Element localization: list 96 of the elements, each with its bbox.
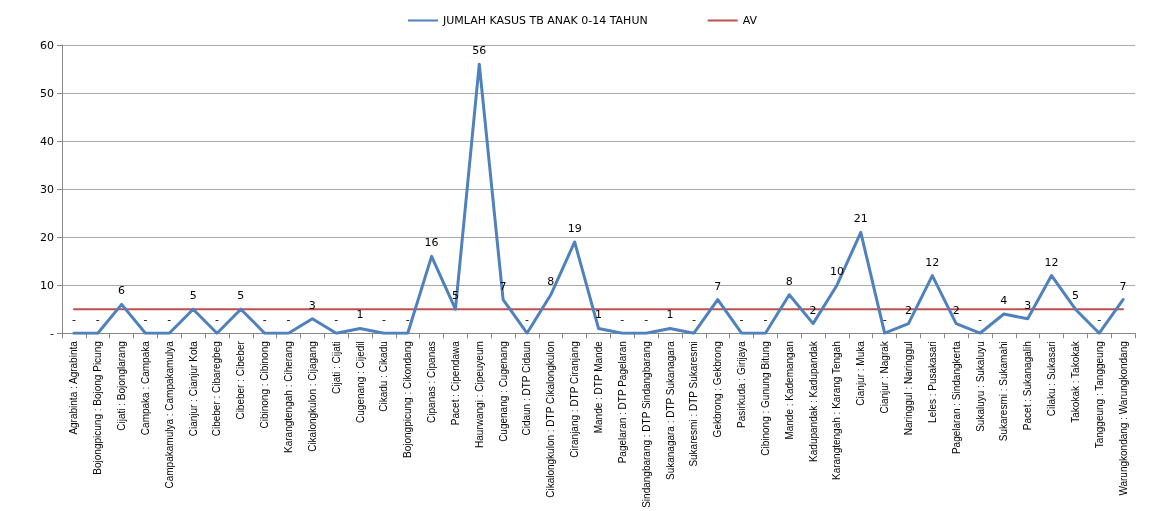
x-tick-label: Cibinong : Gunung Bitung xyxy=(759,341,771,456)
data-label: 8 xyxy=(785,274,793,288)
data-label: - xyxy=(215,313,219,327)
data-label: 12 xyxy=(925,255,940,269)
x-tick-label: Cijati : Cijati xyxy=(330,341,342,395)
x-tick-label: Warungkondang : Warungkondang xyxy=(1117,341,1129,496)
line-series xyxy=(72,62,1125,335)
data-label: 5 xyxy=(451,289,459,303)
legend-label: AV xyxy=(742,14,758,27)
data-label: - xyxy=(262,313,267,327)
data-label: 56 xyxy=(472,44,487,58)
data-label: - xyxy=(1097,313,1102,327)
data-label: - xyxy=(524,313,529,327)
x-tick-label: Agrabinta : Agrabinta xyxy=(68,340,80,435)
x-tick-label: Mande : DTP Mande xyxy=(593,340,604,434)
data-label: 19 xyxy=(567,221,582,235)
data-label: - xyxy=(763,313,768,327)
data-label: - xyxy=(334,313,339,327)
x-tick-label: Naringgul : Naringgul xyxy=(902,341,914,436)
x-tick-label: Haurwangi : Cipeuyeum xyxy=(473,341,485,448)
data-label: - xyxy=(95,313,100,327)
y-tick-label: 10 xyxy=(40,278,54,292)
data-label: - xyxy=(620,313,625,327)
x-tick-label: Sindangbarang : DTP Sindangbarang xyxy=(640,341,652,508)
data-label: 21 xyxy=(853,212,868,226)
x-tick-label: Cianjur : Cianjur Kota xyxy=(187,340,199,437)
data-label: - xyxy=(405,313,410,327)
x-tick-label: Cibeber : Cibaregbeg xyxy=(211,341,223,437)
x-tick-label: Cikalongkulon : Cijagang xyxy=(306,341,318,452)
x-tick-label: Cijati : Bojonglarang xyxy=(116,341,128,431)
x-tick-label: Karangtengah : Karang Tengah xyxy=(831,341,843,481)
x-tick-label: Bojongpicung : Cikondang xyxy=(402,341,414,458)
x-tick-label: Cianjur : Muka xyxy=(855,340,867,406)
x-tick-label: Tanggeung : Tanggeung xyxy=(1093,341,1105,449)
x-tick-label: Kadupandak : Kadupandak xyxy=(807,340,819,462)
x-tick-label: Gekbrong : Gekbrong xyxy=(712,341,724,438)
x-tick-label: Cianjur : Nagrak xyxy=(879,340,891,414)
data-label: - xyxy=(978,313,983,327)
y-tick-label: 50 xyxy=(40,86,54,100)
data-label: 16 xyxy=(424,236,439,250)
x-tick-label: Cikadu : Cikadu xyxy=(378,341,390,412)
x-tick-label: Cidaun : DTP Cidaun xyxy=(521,341,533,436)
x-tick-label: Sukaresmi : DTP Sukaresmi xyxy=(688,341,700,467)
x-tick-label: Cilaku : Sukasari xyxy=(1046,341,1058,417)
y-tick-label: 60 xyxy=(40,38,54,52)
legend-label: JUMLAH KASUS TB ANAK 0-14 TAHUN xyxy=(441,14,648,27)
x-tick-label: Bojongpicung : Bojong Picung xyxy=(92,341,104,475)
data-label: 7 xyxy=(1119,279,1127,293)
x-tick-label: Sukaresmi : Sukamahi xyxy=(998,341,1010,442)
x-tick-label: Campakamulya : Campakamulya xyxy=(163,340,175,489)
x-tick-label: Mande : Kademangan xyxy=(783,341,795,440)
y-tick-label: - xyxy=(50,326,55,340)
x-tick-label: Leles : Pusakasari xyxy=(926,341,938,423)
data-label: - xyxy=(286,313,291,327)
x-tick-label: Sukaluyu : Sukaluyu xyxy=(974,341,986,432)
x-tick-label: Pasirkuda : Girijaya xyxy=(736,340,748,428)
y-tick-label: 40 xyxy=(40,134,54,148)
x-tick-label: Cikalongkulon : DTP Cikalongkulon xyxy=(545,341,557,498)
data-label: - xyxy=(644,313,649,327)
data-label: 1 xyxy=(666,308,674,322)
x-tick-label: Karangtengah : Ciherang xyxy=(283,341,295,453)
data-label: 5 xyxy=(237,289,245,303)
data-label: - xyxy=(882,313,887,327)
data-label: 7 xyxy=(499,279,507,293)
x-tick-label: Takokak : Takokak xyxy=(1069,340,1081,423)
x-tick-label: Cibeber : Cibeber xyxy=(235,340,247,420)
data-label: - xyxy=(167,313,172,327)
x-tick-label: Ciranjang : DTP Ciranjang xyxy=(569,341,581,458)
x-tick-label: Pacet : Sukanagalih xyxy=(1022,341,1034,431)
y-tick-label: 20 xyxy=(40,230,54,244)
data-label: 8 xyxy=(547,274,555,288)
x-tick-label: Campaka : Campaka xyxy=(139,340,151,436)
x-tick-label: Cibinong : Cibinong xyxy=(259,341,271,429)
data-label: - xyxy=(381,313,386,327)
data-label: 7 xyxy=(714,279,722,293)
data-label: 1 xyxy=(356,308,364,322)
x-tick-label: Cipanas : Cipanas xyxy=(426,341,438,423)
data-label: 5 xyxy=(189,289,197,303)
x-tick-label: Sukanagara : DTP Sukanagara xyxy=(664,340,676,481)
x-tick-label: Pacet : Cipendawa xyxy=(449,340,461,426)
data-label: - xyxy=(143,313,148,327)
x-tick-label: Cugenang : Cugenang xyxy=(497,341,509,442)
x-tick-label: Pagelaran : Sindangkerta xyxy=(950,340,962,455)
y-tick-label: 30 xyxy=(40,182,54,196)
data-label: - xyxy=(691,313,696,327)
data-label: 6 xyxy=(118,284,126,298)
data-label: 3 xyxy=(1024,298,1032,312)
data-label: 12 xyxy=(1044,255,1059,269)
data-label: - xyxy=(739,313,744,327)
data-label: 5 xyxy=(1071,289,1079,303)
data-label: 4 xyxy=(1000,294,1008,307)
data-label: 1 xyxy=(595,308,602,322)
data-label: 3 xyxy=(308,298,316,312)
x-tick-label: Cugenang : Cijedil xyxy=(354,341,366,423)
x-tick-label: Pagelaran : DTP Pagelaran xyxy=(616,341,628,464)
data-label: - xyxy=(71,313,76,327)
